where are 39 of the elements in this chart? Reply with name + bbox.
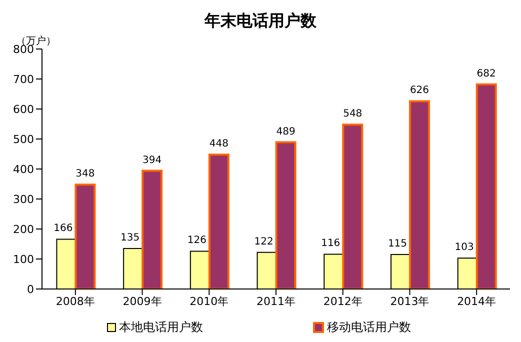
legend-label: 移动电话用户数	[326, 319, 411, 336]
x-tick-label: 2014年	[457, 294, 496, 308]
bar	[476, 83, 497, 289]
x-tick-label: 2012年	[323, 294, 362, 308]
y-tick-label: 700	[13, 72, 34, 86]
y-tick-label: 300	[13, 192, 34, 206]
data-label: 135	[120, 232, 140, 244]
bar	[342, 124, 364, 289]
y-tick-label: 0	[27, 282, 34, 296]
bar	[74, 184, 96, 289]
y-tick-label: 400	[13, 162, 34, 176]
bar	[408, 100, 430, 289]
data-label: 489	[276, 126, 296, 138]
legend-label: 本地电话用户数	[118, 319, 203, 336]
data-label: 548	[343, 108, 362, 120]
data-label: 122	[254, 236, 274, 248]
x-tick-label: 2011年	[256, 294, 296, 308]
data-label: 166	[54, 223, 73, 234]
x-tick-label: 2008年	[56, 294, 95, 308]
data-label: 103	[454, 242, 474, 254]
x-tick-label: 2013年	[390, 294, 430, 308]
data-label: 626	[410, 85, 430, 96]
bar	[275, 141, 296, 289]
bar	[208, 154, 230, 289]
y-tick-label: 200	[13, 222, 34, 236]
x-tick-label: 2009年	[122, 294, 162, 308]
data-label: 115	[388, 238, 408, 250]
data-label: 126	[187, 235, 206, 246]
data-label: 394	[142, 154, 162, 166]
data-label: 448	[209, 138, 228, 150]
data-label: 348	[76, 168, 95, 180]
data-label: 682	[476, 68, 496, 80]
y-tick-label: 600	[13, 102, 34, 116]
data-label: 116	[321, 238, 340, 250]
y-tick-label: 100	[13, 252, 34, 266]
bar	[142, 170, 163, 289]
y-tick-label: 500	[13, 132, 34, 146]
x-tick-label: 2010年	[190, 294, 229, 308]
chart-title: 年末电话用户数	[203, 10, 318, 32]
